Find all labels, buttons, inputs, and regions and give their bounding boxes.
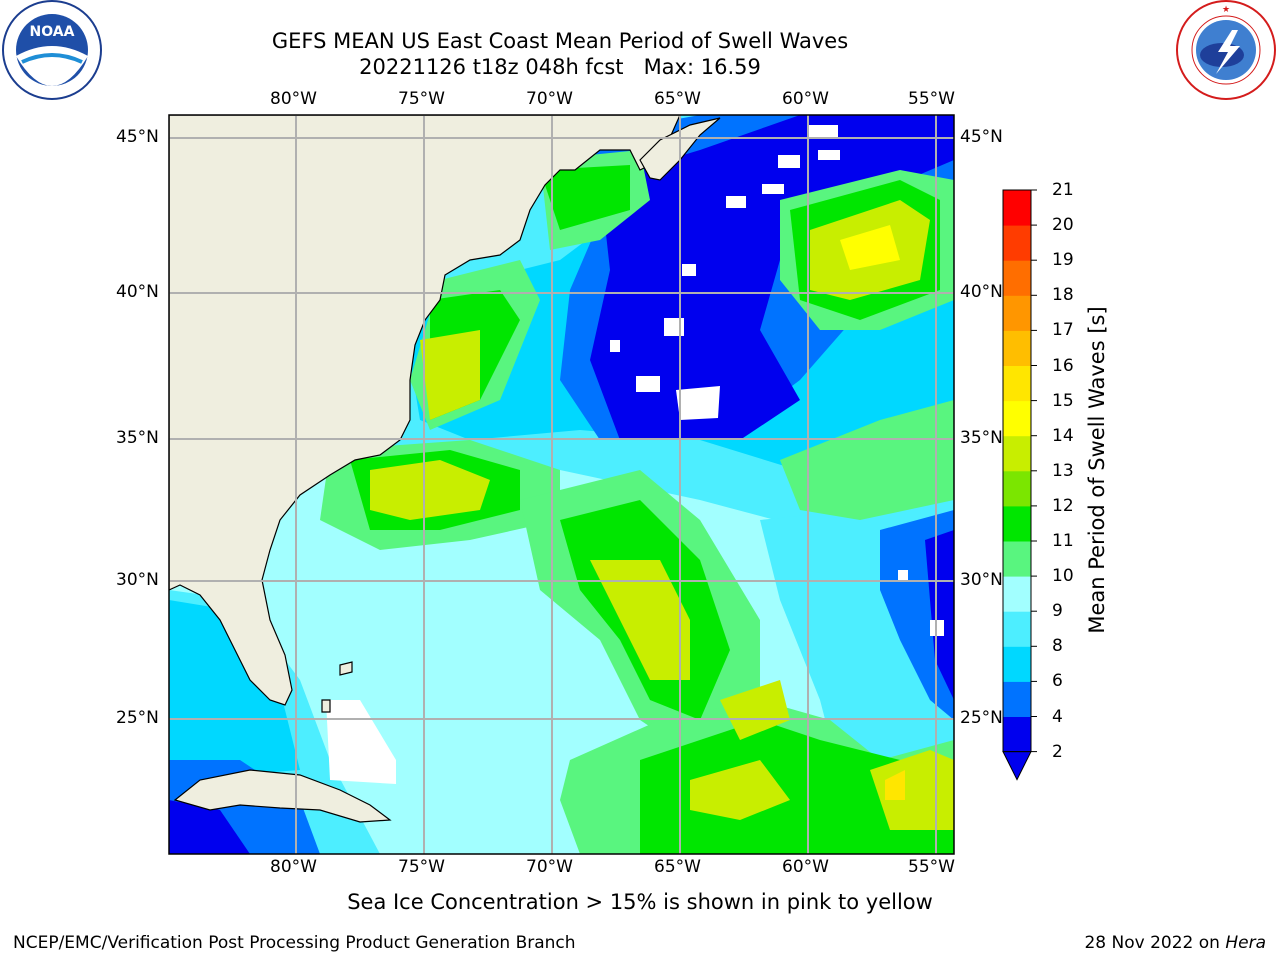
lon-label-bottom: 70°W xyxy=(526,857,573,877)
colorbar-segment xyxy=(1003,505,1031,542)
colorbar-segment xyxy=(1003,435,1031,472)
colorbar-segment xyxy=(1003,330,1031,366)
chart-subtitle: 20221126 t18z 048h fcst Max: 16.59 xyxy=(359,55,761,79)
colorbar xyxy=(1002,189,1037,781)
lon-label-bottom: 65°W xyxy=(654,857,701,877)
ice-mask-patches xyxy=(326,125,944,784)
colorbar-segment xyxy=(1003,541,1031,577)
colorbar-segment xyxy=(1003,611,1031,647)
graticule xyxy=(169,115,954,854)
lon-label-bottom: 80°W xyxy=(270,857,317,877)
lat-label-right: 30°N xyxy=(960,570,1003,590)
lon-label-bottom: 55°W xyxy=(908,857,955,877)
colorbar-segment xyxy=(1003,365,1031,402)
chart-title: GEFS MEAN US East Coast Mean Period of S… xyxy=(271,29,849,53)
lat-label-right: 40°N xyxy=(960,282,1003,302)
lat-label-right: 45°N xyxy=(960,127,1003,147)
colorbar-segment xyxy=(1003,681,1031,717)
lat-label-right: 35°N xyxy=(960,428,1003,448)
colorbar-segment xyxy=(1003,190,1031,226)
colorbar-tick-label: 14 xyxy=(1052,425,1074,446)
colorbar-tick-label: 16 xyxy=(1052,355,1074,376)
colorbar-segment xyxy=(1003,576,1031,612)
lat-label-left: 30°N xyxy=(116,570,159,590)
lat-label-left: 25°N xyxy=(116,708,159,728)
colorbar-segment xyxy=(1003,260,1031,296)
colorbar-tick-label: 10 xyxy=(1052,566,1074,587)
nws-logo: ★ xyxy=(1176,0,1276,100)
colorbar-segment xyxy=(1003,400,1031,437)
lon-label-top: 75°W xyxy=(398,89,445,109)
colorbar-segment xyxy=(1003,225,1031,261)
lat-label-left: 35°N xyxy=(116,428,159,448)
colorbar-tick-label: 15 xyxy=(1052,390,1074,411)
machine-name: Hera xyxy=(1225,933,1266,953)
colorbar-tick-label: 18 xyxy=(1052,285,1074,306)
colorbar-tick-label: 21 xyxy=(1052,180,1074,200)
colorbar-tick-label: 17 xyxy=(1052,320,1074,341)
lat-label-right: 25°N xyxy=(960,708,1003,728)
lat-label-left: 40°N xyxy=(116,282,159,302)
colorbar-tick-label: 12 xyxy=(1052,495,1074,516)
colorbar-tick-label: 11 xyxy=(1052,531,1074,551)
colorbar-tick-label: 13 xyxy=(1052,460,1074,481)
lon-label-bottom: 60°W xyxy=(782,857,829,877)
noaa-logo-text: NOAA xyxy=(30,24,75,40)
map-frame xyxy=(168,114,955,855)
colorbar-tick-label: 6 xyxy=(1052,671,1063,692)
date-stamp: 28 Nov 2022 on Hera xyxy=(1084,933,1266,953)
colorbar-tick-label: 8 xyxy=(1052,636,1063,657)
colorbar-tick-label: 2 xyxy=(1052,741,1063,762)
lon-label-bottom: 75°W xyxy=(398,857,445,877)
lon-label-top: 70°W xyxy=(526,89,573,109)
colorbar-segment xyxy=(1003,646,1031,682)
lon-label-top: 55°W xyxy=(908,89,955,109)
colorbar-label: Mean Period of Swell Waves [s] xyxy=(1085,306,1109,634)
noaa-logo: NOAA xyxy=(2,0,102,100)
colorbar-tick-label: 9 xyxy=(1052,601,1063,622)
colorbar-segment xyxy=(1003,295,1031,331)
credit-text: NCEP/EMC/Verification Post Processing Pr… xyxy=(13,933,576,953)
colorbar-tick-label: 19 xyxy=(1052,250,1074,271)
sea-ice-note: Sea Ice Concentration > 15% is shown in … xyxy=(347,890,933,914)
lon-label-top: 80°W xyxy=(270,89,317,109)
colorbar-tick-label: 4 xyxy=(1052,706,1063,727)
colorbar-segment xyxy=(1003,716,1031,753)
date-text: 28 Nov 2022 on xyxy=(1084,933,1226,953)
svg-text:★: ★ xyxy=(1222,5,1230,15)
colorbar-underflow xyxy=(1002,751,1032,781)
colorbar-tick-label: 20 xyxy=(1052,215,1074,236)
lon-label-top: 65°W xyxy=(654,89,701,109)
lon-label-top: 60°W xyxy=(782,89,829,109)
colorbar-segment xyxy=(1003,470,1031,507)
lat-label-left: 45°N xyxy=(116,127,159,147)
